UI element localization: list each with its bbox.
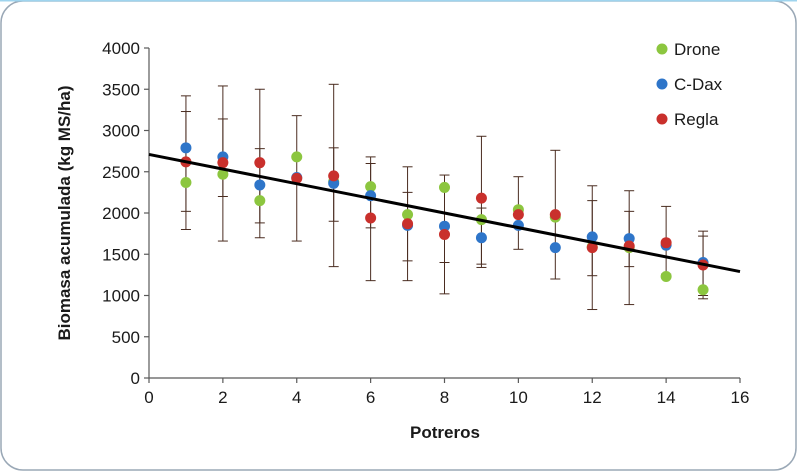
legend: Drone C-Dax Regla — [656, 40, 723, 129]
x-tick-label: 2 — [218, 388, 227, 407]
point-drone — [291, 151, 303, 163]
legend-label-drone: Drone — [674, 40, 720, 59]
point-regla — [439, 228, 450, 240]
point-drone — [254, 195, 266, 207]
point-regla — [475, 192, 487, 204]
point-drone — [365, 181, 377, 193]
point-c-dax — [549, 242, 561, 254]
y-tick-label: 0 — [131, 369, 140, 388]
x-axis-title: Potreros — [410, 423, 480, 442]
y-axis-title: Biomasa acumulada (kg MS/ha) — [55, 85, 74, 340]
legend-item-drone: Drone — [656, 40, 720, 59]
point-c-dax — [586, 231, 598, 243]
point-regla — [586, 242, 598, 254]
point-drone — [439, 181, 450, 193]
point-regla — [660, 237, 672, 249]
y-tick-label: 4000 — [102, 39, 140, 58]
y-tick-label: 1000 — [102, 287, 140, 306]
x-tick-label: 6 — [366, 388, 375, 407]
point-c-dax — [254, 179, 266, 191]
legend-label-c-dax: C-Dax — [674, 75, 723, 94]
point-c-dax — [439, 220, 450, 232]
x-tick-label: 16 — [731, 388, 750, 407]
point-drone — [697, 284, 709, 296]
x-tick-label: 8 — [440, 388, 449, 407]
point-regla — [549, 209, 561, 221]
point-regla — [217, 157, 229, 169]
y-tick-label: 500 — [112, 328, 140, 347]
y-tick-label: 3000 — [102, 122, 140, 141]
point-regla — [365, 212, 377, 224]
point-regla — [402, 218, 414, 230]
point-c-dax — [180, 142, 192, 154]
legend-marker-drone — [656, 43, 668, 55]
x-tick-label: 12 — [583, 388, 602, 407]
y-tick-label: 2500 — [102, 163, 140, 182]
x-tick-label: 0 — [144, 388, 153, 407]
point-drone — [402, 209, 414, 221]
legend-marker-c-dax — [656, 78, 668, 90]
y-tick-label: 2000 — [102, 204, 140, 223]
point-drone — [180, 176, 192, 188]
point-drone — [217, 168, 229, 180]
x-tick-label: 4 — [292, 388, 301, 407]
y-tick-label: 1500 — [102, 245, 140, 264]
trendline — [148, 152, 741, 274]
point-regla — [512, 209, 524, 221]
y-tick-label: 3500 — [102, 80, 140, 99]
x-tick-label: 14 — [657, 388, 676, 407]
point-drone — [660, 271, 672, 283]
plot-area: 0 500 1000 1500 2000 2500 3000 3500 4000 0 2 4 6 8 10 1… — [102, 39, 749, 407]
x-tick-label: 10 — [509, 388, 528, 407]
point-regla — [291, 172, 303, 184]
legend-item-c-dax: C-Dax — [656, 75, 723, 94]
legend-item-regla: Regla — [656, 110, 719, 129]
point-regla — [328, 170, 340, 182]
legend-label-regla: Regla — [674, 110, 719, 129]
point-regla — [254, 157, 266, 169]
point-c-dax — [475, 232, 487, 244]
legend-marker-regla — [656, 113, 668, 125]
